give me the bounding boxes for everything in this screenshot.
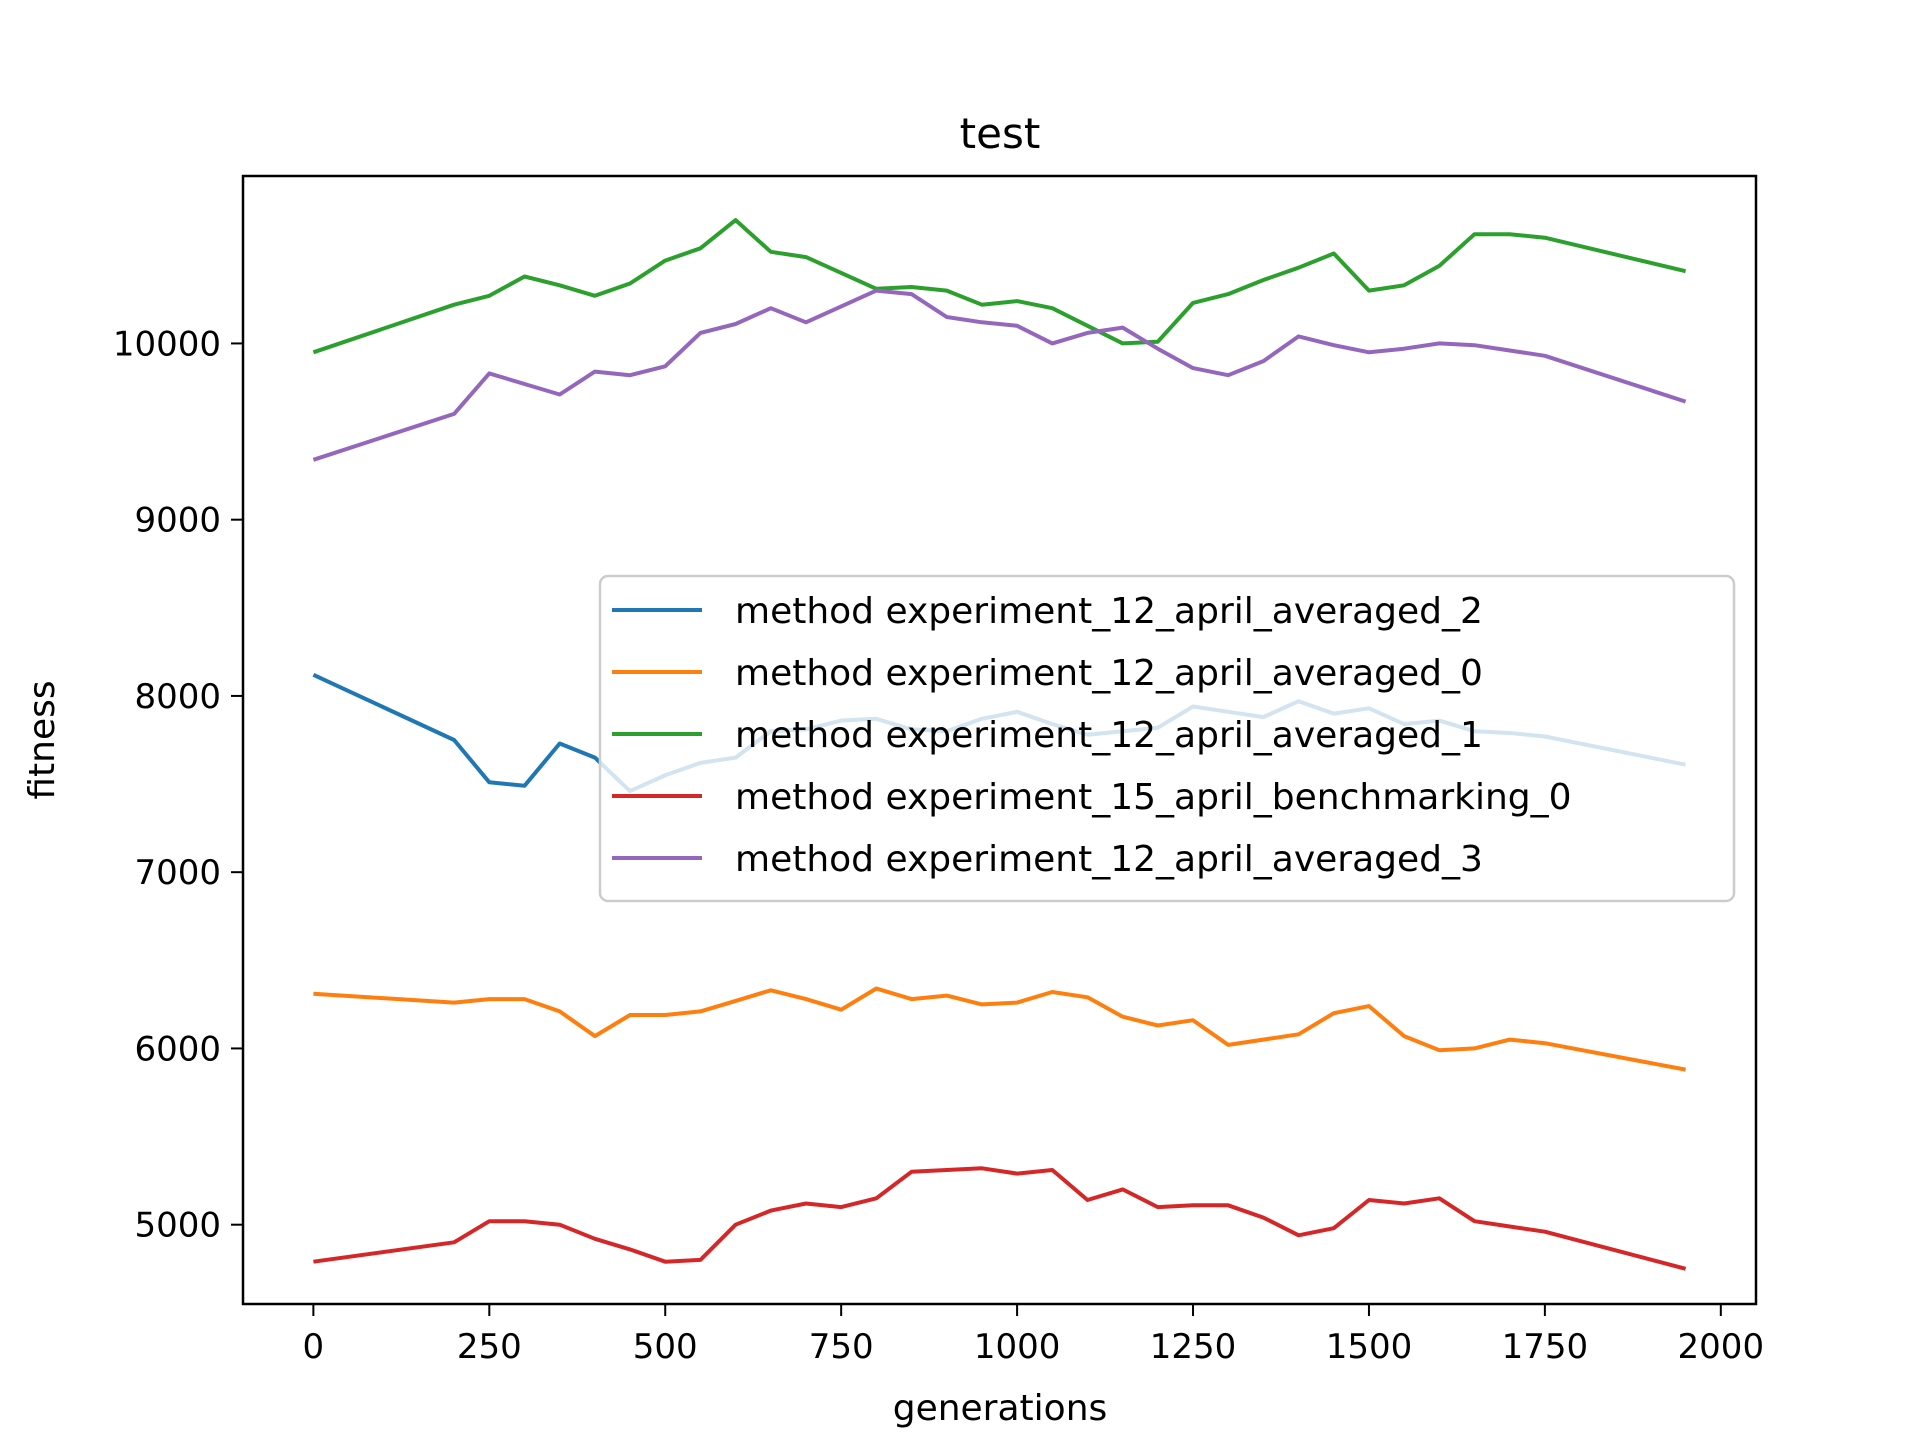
x-tick-label: 2000 [1678,1327,1765,1367]
y-tick-label: 9000 [134,501,221,541]
y-tick-label: 5000 [134,1206,221,1246]
legend-box [598,574,1736,903]
x-tick-label: 750 [809,1327,874,1367]
plot-frame [241,174,1758,1306]
x-axis: 0 250 500 750 1000 1250 1500 1750 2000 [303,1304,1765,1367]
y-tick-label: 7000 [134,853,221,893]
legend-label: method experiment_12_april_averaged_3 [735,839,1483,880]
legend: method experiment_12_april_averaged_2met… [598,574,1736,903]
y-axis-label: fitness [22,680,63,799]
y-axis: 5000 6000 7000 8000 9000 10000 [113,324,243,1246]
x-tick-label: 1250 [1150,1327,1237,1367]
y-tick-label: 6000 [134,1029,221,1069]
legend-label: method experiment_12_april_averaged_2 [735,591,1483,632]
series-line-2 [313,986,1686,1072]
x-tick-label: 250 [457,1327,522,1367]
series-line-3 [312,218,1687,355]
x-axis-label: generations [893,1388,1108,1429]
x-tick-label: 1750 [1502,1327,1589,1367]
x-tick-label: 0 [303,1327,325,1367]
legend-label: method experiment_15_april_benchmarking_… [735,777,1572,818]
legend-label: method experiment_12_april_averaged_0 [735,653,1483,694]
series-line-4 [313,1166,1687,1271]
x-tick-label: 1500 [1326,1327,1413,1367]
legend-label: method experiment_12_april_averaged_1 [735,715,1483,756]
series-line-5 [312,288,1687,462]
x-tick-label: 500 [633,1327,698,1367]
x-tick-label: 1000 [974,1327,1061,1367]
y-tick-label: 8000 [134,677,221,717]
chart-title: test [960,109,1041,158]
y-tick-label: 10000 [113,324,221,364]
